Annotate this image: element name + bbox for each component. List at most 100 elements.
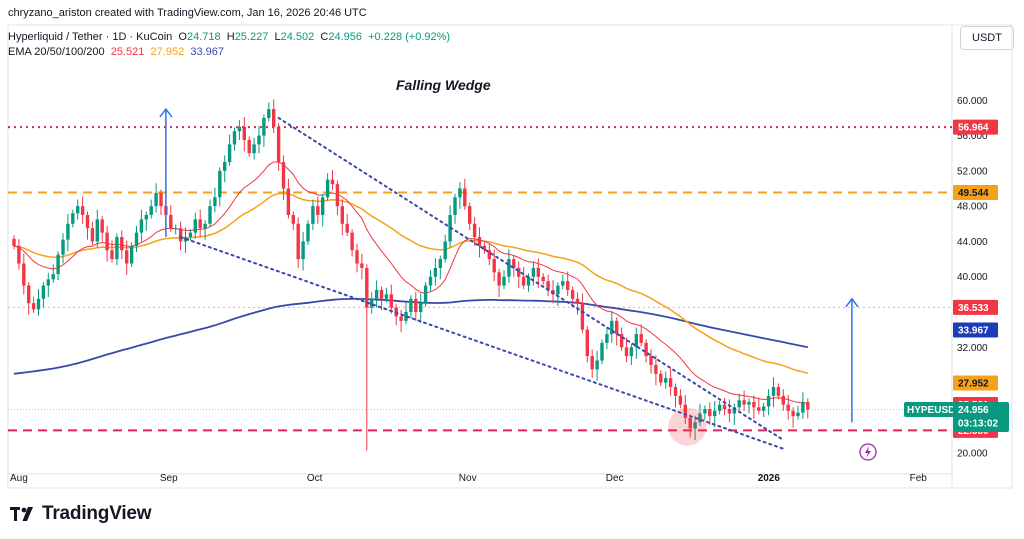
candle-body bbox=[497, 272, 501, 286]
price-tag-label: 36.533 bbox=[958, 303, 989, 314]
candle-body bbox=[66, 223, 70, 240]
candle-body bbox=[306, 223, 310, 242]
lightning-icon-bolt bbox=[865, 446, 871, 458]
candle-body bbox=[276, 126, 281, 163]
symbol-name[interactable]: Hyperliquid / Tether · 1D · KuCoin bbox=[8, 31, 173, 43]
y-tick-label: 44.000 bbox=[957, 237, 988, 248]
candle-body bbox=[786, 404, 790, 411]
y-tick-label: 60.000 bbox=[957, 96, 988, 107]
candle-body bbox=[472, 223, 477, 238]
candle-body bbox=[404, 312, 408, 321]
candle-body bbox=[316, 206, 320, 215]
candle-body bbox=[262, 117, 266, 136]
candle-body bbox=[46, 279, 50, 286]
candle-body bbox=[477, 237, 482, 246]
ema-label[interactable]: EMA 20/50/100/200 bbox=[8, 46, 105, 58]
candle-body bbox=[585, 329, 589, 357]
last-price-label: 24.956 bbox=[958, 405, 989, 416]
candle-body bbox=[624, 347, 629, 357]
x-tick-label: Dec bbox=[606, 473, 624, 484]
candle-body bbox=[218, 170, 222, 198]
candle-body bbox=[766, 395, 771, 407]
candle-body bbox=[595, 360, 599, 370]
open-value: 24.718 bbox=[186, 31, 221, 43]
candle-body bbox=[389, 294, 393, 308]
y-tick-label: 20.000 bbox=[957, 449, 988, 460]
candle-body bbox=[409, 298, 413, 313]
candle-body bbox=[673, 387, 678, 396]
symbol-tag bbox=[904, 401, 954, 417]
candle-body bbox=[629, 347, 634, 357]
candle-body bbox=[512, 259, 516, 268]
candle-body bbox=[600, 342, 604, 361]
chart-grid bbox=[7, 24, 1013, 489]
x-tick-label: Nov bbox=[459, 473, 477, 484]
tradingview-logo-icon bbox=[10, 507, 33, 521]
y-tick-label: 48.000 bbox=[957, 202, 988, 213]
candle-body bbox=[433, 267, 438, 277]
candle-body bbox=[556, 285, 560, 295]
candle-body bbox=[615, 320, 619, 335]
x-tick-label: Feb bbox=[910, 473, 928, 484]
candle-body bbox=[110, 250, 114, 260]
candle-body bbox=[414, 298, 418, 313]
candle-body bbox=[286, 188, 291, 215]
high-label: H bbox=[226, 31, 235, 43]
change-value: +0.228 (+0.92%) bbox=[368, 31, 451, 43]
candle-body bbox=[752, 402, 756, 408]
horizontal-levels bbox=[8, 126, 952, 432]
price-tag bbox=[953, 299, 998, 315]
candle-body bbox=[198, 219, 202, 229]
candle-body bbox=[76, 206, 80, 214]
candle-body bbox=[178, 228, 183, 242]
candle-body bbox=[56, 254, 60, 275]
candle-body bbox=[610, 320, 614, 335]
open-label: O bbox=[178, 31, 187, 43]
price-tag bbox=[953, 322, 998, 338]
high-value: 25.227 bbox=[234, 31, 269, 43]
candle-body bbox=[423, 285, 428, 304]
candle-body bbox=[36, 298, 41, 310]
candle-body bbox=[492, 259, 496, 273]
low-label: L bbox=[274, 31, 281, 43]
candle-body bbox=[296, 223, 300, 260]
candle-body bbox=[801, 402, 805, 413]
candle-body bbox=[379, 289, 384, 299]
candle-body bbox=[384, 294, 389, 299]
candle-body bbox=[482, 245, 487, 251]
candle-body bbox=[335, 184, 340, 207]
candle-body bbox=[370, 298, 374, 308]
candle-body bbox=[129, 245, 134, 264]
price-tag-label: 49.544 bbox=[958, 188, 989, 199]
candle-body bbox=[120, 237, 124, 251]
candle-body bbox=[159, 192, 163, 207]
candle-body bbox=[174, 228, 178, 230]
tradingview-logo[interactable]: TradingView bbox=[10, 503, 152, 525]
candle-body bbox=[717, 404, 722, 411]
ema-lines bbox=[13, 161, 809, 404]
symbol-legend: Hyperliquid / Tether · 1D · KuCoin O24.7… bbox=[8, 31, 450, 43]
x-tick-label: 2026 bbox=[758, 473, 781, 484]
candle-body bbox=[727, 409, 732, 414]
candle-body bbox=[570, 289, 575, 299]
candle-body bbox=[139, 219, 144, 233]
target-arrow-head bbox=[845, 297, 859, 308]
candle-body bbox=[639, 334, 643, 343]
candle-body bbox=[644, 342, 648, 357]
candle-body bbox=[502, 276, 506, 286]
candle-body bbox=[453, 197, 457, 215]
candle-body bbox=[419, 303, 423, 313]
currency-button[interactable]: USDT bbox=[960, 26, 1014, 50]
candle-body bbox=[208, 206, 212, 224]
candle-body bbox=[737, 400, 741, 408]
ema-legend: EMA 20/50/100/200 25.521 27.952 33.967 bbox=[8, 46, 224, 58]
candle-body bbox=[188, 232, 193, 238]
price-tag-label: 33.967 bbox=[958, 326, 989, 337]
candlesticks bbox=[12, 99, 810, 451]
candle-body bbox=[619, 334, 624, 348]
candle-body bbox=[252, 144, 256, 154]
candle-body bbox=[664, 378, 668, 383]
candle-body bbox=[561, 281, 565, 286]
candle-body bbox=[531, 267, 536, 277]
